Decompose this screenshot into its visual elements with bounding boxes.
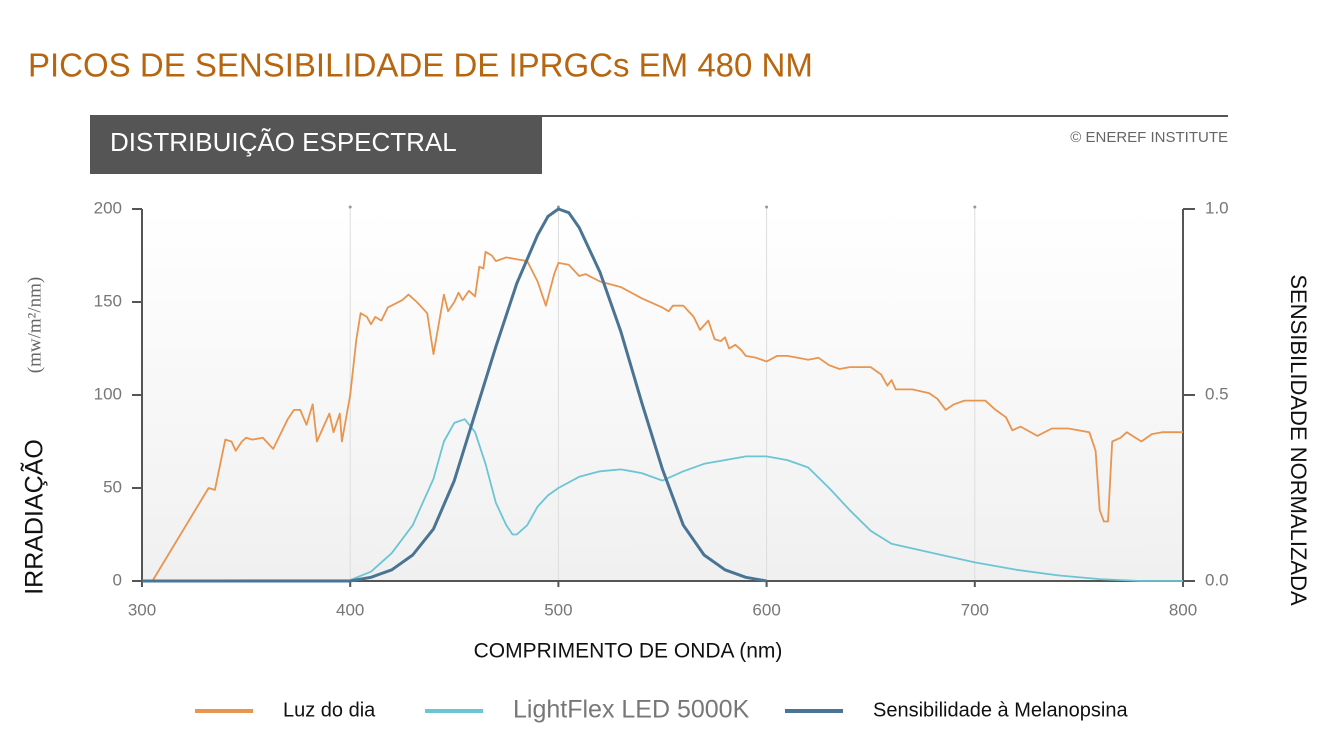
series-line bbox=[151, 250, 1183, 582]
subtitle-banner bbox=[90, 115, 542, 174]
grid-dot bbox=[765, 205, 769, 209]
grid-dot bbox=[973, 205, 977, 209]
plot-background bbox=[142, 209, 1183, 581]
legend-label: Sensibilidade à Melanopsina bbox=[873, 699, 1128, 721]
y-tick-label: 50 bbox=[103, 477, 122, 496]
y-tick-label: 100 bbox=[94, 384, 122, 403]
series-line bbox=[141, 418, 1183, 582]
x-tick-label: 300 bbox=[128, 600, 156, 619]
y2-tick-label: 0.0 bbox=[1205, 570, 1229, 589]
y-axis-unit: (mw/m²/nm) bbox=[24, 277, 45, 373]
y2-axis-label: SENSIBILIDADE NORMALIZADA bbox=[1286, 274, 1311, 606]
y-tick-label: 200 bbox=[94, 198, 122, 217]
x-tick-label: 700 bbox=[961, 600, 989, 619]
legend-label: LightFlex LED 5000K bbox=[513, 696, 750, 724]
subtitle: DISTRIBUIÇÃO ESPECTRAL bbox=[110, 127, 457, 157]
y2-tick-label: 0.5 bbox=[1205, 384, 1229, 403]
grid-dot bbox=[348, 205, 352, 209]
y-tick-label: 0 bbox=[113, 570, 122, 589]
x-tick-label: 600 bbox=[752, 600, 780, 619]
credit: © ENEREF INSTITUTE bbox=[1070, 129, 1228, 146]
x-tick-label: 500 bbox=[544, 600, 572, 619]
legend-label: Luz do dia bbox=[283, 699, 376, 721]
x-tick-label: 400 bbox=[336, 600, 364, 619]
x-axis-label: COMPRIMENTO DE ONDA (nm) bbox=[474, 640, 783, 663]
y-tick-label: 150 bbox=[94, 291, 122, 310]
x-tick-label: 800 bbox=[1169, 600, 1197, 619]
chart-title: PICOS DE SENSIBILIDADE DE IPRGCs EM 480 … bbox=[28, 47, 813, 84]
y-axis-label: IRRADIAÇÃO bbox=[20, 439, 49, 595]
series-line bbox=[142, 207, 767, 583]
y2-tick-label: 1.0 bbox=[1205, 198, 1229, 217]
